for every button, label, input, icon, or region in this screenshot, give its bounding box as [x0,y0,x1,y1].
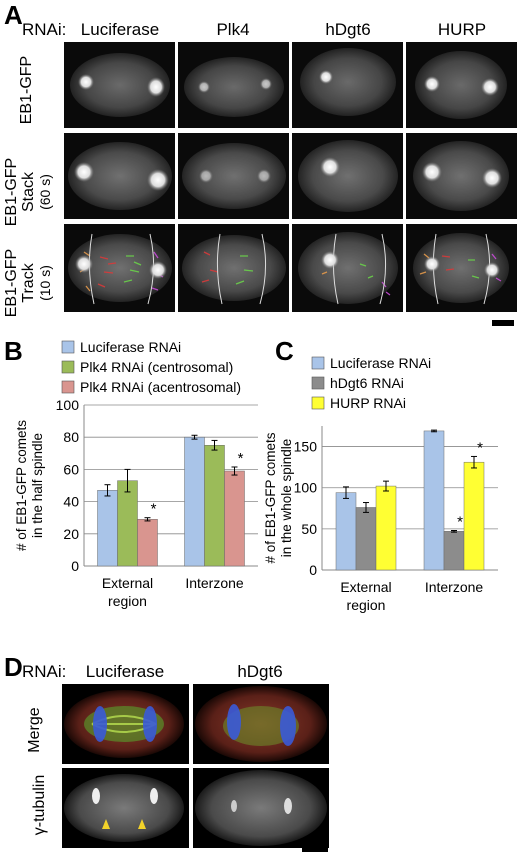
chart-b: Luciferase RNAi Plk4 RNAi (centrosomal) Pl… [14,339,258,609]
chart-b-bar-1-2 [224,470,245,567]
chart-b-ytick-4: 80 [63,429,79,445]
chart-b-ylabel: # of EB1-GFP cometsin the half spindle [14,420,45,551]
chart-b-legend-swatch-2 [61,380,75,394]
chart-c-ytick-2: 100 [294,480,318,496]
row-label-line: EB1-GFP [3,157,20,227]
panel-d-col-hdgt6: hDgt6 [237,662,283,681]
row-label-line: γ-tubulin [31,774,48,836]
chart-b-legend-label-0: Luciferase RNAi [80,339,181,355]
panel-c-letter: C [275,336,294,366]
panel-a-col-luciferase: Luciferase [80,20,160,39]
panel-a-row3-label: EB1-GFP Track (10 s) [3,238,57,328]
chart-b-bar-0-0 [97,490,118,567]
panel-a-rnai-label: RNAi: [22,20,67,39]
panel-d-letter: D [4,652,23,682]
panel-a-micrograph-grid [64,42,517,312]
chart-c-ylabel-line-0: # of EB1-GFP comets [263,432,278,563]
chart-c-ytick-0: 0 [309,562,317,578]
row-label-line: Track [20,263,37,303]
chart-c-annotation-0: * [457,514,463,531]
chart-c-bar-0-1 [355,507,377,571]
panel-d-col-luciferase: Luciferase [85,662,165,681]
panel-a-letter: A [4,0,23,30]
row-label-line: EB1-GFP [3,248,20,318]
row-label-line: Merge [26,707,43,753]
chart-b-category-0-line-1: region [108,593,147,609]
panel-d-rnai-label: RNAi: [22,662,67,681]
row-label-line: (60 s) [37,174,53,210]
row-label-line: (10 s) [37,265,53,301]
chart-b-legend-label-1: Plk4 RNAi (centrosomal) [80,359,233,375]
chart-c-bar-0-0 [335,492,357,571]
chart-b-legend-swatch-1 [61,360,75,374]
chart-b-ylabel-line-0: # of EB1-GFP comets [14,420,29,551]
panel-a-col-hdgt6: hDgt6 [325,20,371,39]
chart-c-legend-label-2: HURP RNAi [330,395,406,411]
chart-c-legend-swatch-2 [311,396,325,410]
chart-c-ylabel: # of EB1-GFP cometsin the whole spindle [263,432,294,563]
panel-a-col-plk4: Plk4 [216,20,250,39]
chart-c-bar-1-2 [463,461,485,571]
chart-b-category-0-line-0: External [102,575,153,591]
panel-a-row1-label: EB1-GFP [18,45,38,135]
chart-b-ytick-0: 0 [71,558,79,574]
chart-b-legend-label-2: Plk4 RNAi (acentrosomal) [80,379,241,395]
chart-c-ylabel-line-1: in the whole spindle [279,439,294,558]
row-label-line: EB1-GFP [18,55,35,125]
chart-c-ytick-3: 150 [294,439,318,455]
chart-b-bar-0-1 [117,480,138,567]
chart-c-ytick-1: 50 [301,521,317,537]
chart-c-category-0-line-0: External [340,579,391,595]
chart-b-legend-swatch-0 [61,340,75,354]
chart-c-legend-label-0: Luciferase RNAi [330,355,431,371]
chart-c-bar-1-1 [443,531,465,571]
chart-b-bar-0-2 [137,519,158,567]
chart-b-ytick-1: 20 [63,526,79,542]
chart-c-legend-swatch-1 [311,376,325,390]
chart-b-bar-1-0 [184,436,205,567]
chart-c-legend-label-1: hDgt6 RNAi [330,375,404,391]
panel-a-row2-label: EB1-GFP Stack (60 s) [3,147,57,237]
chart-b-ytick-5: 100 [56,397,80,413]
panel-b-letter: B [4,336,23,366]
chart-c-category-0-line-1: region [347,597,386,613]
chart-b-category-1-line-0: Interzone [185,575,244,591]
panel-d-micrograph-grid [62,684,329,848]
arrowhead-marker-left [102,819,110,829]
chart-c: Luciferase RNAi hDgt6 RNAi HURP RNAi 0 50 100… [263,355,498,613]
chart-c-bar-1-0 [423,430,445,571]
chart-c-legend-swatch-0 [311,356,325,370]
chart-b-ylabel-line-1: in the half spindle [30,433,45,538]
chart-c-bar-0-2 [375,485,397,571]
panel-d-scale-bar [302,846,328,852]
arrowhead-marker-right [138,819,146,829]
chart-b-ytick-2: 40 [63,494,79,510]
panel-a-col-hurp: HURP [437,20,487,39]
panel-d-row1-label: Merge [26,700,46,760]
chart-b-bar-1-1 [204,445,225,567]
chart-c-annotation-1: * [477,439,483,456]
chart-b-annotation-1: * [238,450,244,467]
chart-b-annotation-0: * [151,501,157,518]
panel-a-scale-bar [492,320,514,326]
row-label-line: Stack [20,172,37,213]
chart-b-ytick-3: 60 [63,461,79,477]
panel-d-row2-label: γ-tubulin [31,770,51,840]
chart-c-category-1-line-0: Interzone [425,579,484,595]
